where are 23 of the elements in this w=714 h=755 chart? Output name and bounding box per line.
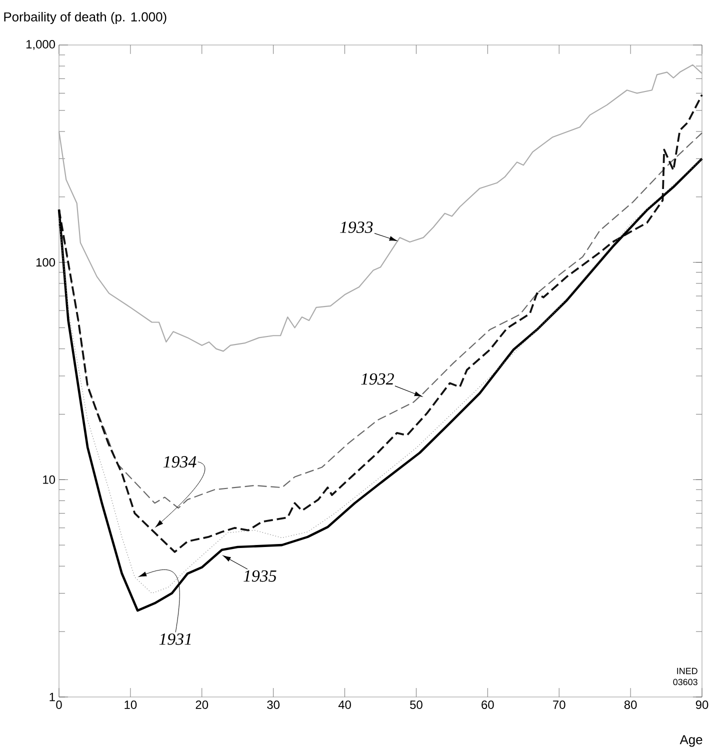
x-tick-label: 10 xyxy=(124,700,137,709)
y-tick-label: 1 xyxy=(50,692,55,702)
x-tick-label: 60 xyxy=(482,700,494,709)
annotation: 1931 xyxy=(159,633,191,645)
x-tick-label: 30 xyxy=(267,700,280,709)
x-tick-label: 0 xyxy=(56,700,62,709)
y-tick-label: 1,000 xyxy=(26,40,56,50)
x-tick-label: 20 xyxy=(196,700,208,709)
annotation: 1934 xyxy=(163,456,196,468)
y-tick-label: 10 xyxy=(43,475,56,484)
x-tick-label: 70 xyxy=(553,700,566,709)
annotation: 1933 xyxy=(340,222,373,233)
x-tick-label: 80 xyxy=(624,700,637,709)
y-axis-title: Porbaility of death (p. 1.000) xyxy=(4,12,166,24)
annotation: 03603 xyxy=(673,678,698,686)
x-tick-label: 90 xyxy=(696,700,708,709)
x-tick-label: 40 xyxy=(338,700,351,709)
x-axis-title: Age xyxy=(680,735,702,747)
y-tick-label: 100 xyxy=(36,258,56,267)
annotation: INED xyxy=(677,668,698,674)
x-tick-label: 50 xyxy=(410,700,422,709)
annotation: 1935 xyxy=(244,570,276,582)
annotation: 1932 xyxy=(361,373,394,385)
